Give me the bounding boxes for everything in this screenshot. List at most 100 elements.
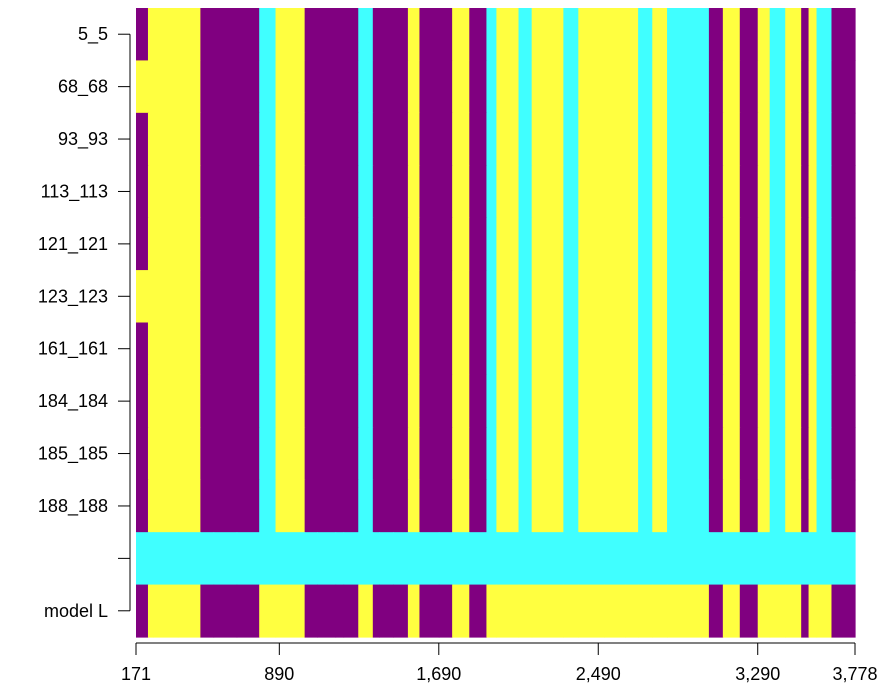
heatmap-cell: [486, 374, 497, 428]
heatmap-cell: [563, 322, 579, 376]
heatmap-cell: [708, 8, 724, 62]
heatmap-cell: [808, 60, 818, 114]
heatmap-cell: [379, 427, 394, 481]
heatmap-cell: [563, 374, 579, 428]
heatmap-cell: [393, 217, 409, 271]
heatmap-cell: [372, 8, 380, 62]
heatmap-cell: [200, 112, 215, 166]
heatmap-cell: [722, 532, 741, 586]
heatmap-cell: [407, 427, 421, 481]
heatmap-cell: [578, 427, 605, 481]
heatmap-cell: [722, 60, 741, 114]
heatmap-cell: [259, 584, 277, 638]
heatmap-cell: [563, 60, 579, 114]
heatmap-cell: [531, 374, 564, 428]
heatmap-cell: [708, 322, 724, 376]
heatmap-cell: [200, 584, 215, 638]
heatmap-cell: [785, 479, 802, 533]
heatmap-cell: [486, 8, 497, 62]
heatmap-cell: [722, 112, 741, 166]
heatmap-cell: [578, 112, 605, 166]
heatmap-cell: [177, 217, 201, 271]
heatmap-cell: [147, 217, 154, 271]
heatmap-cell: [358, 165, 374, 219]
heatmap-cell: [407, 322, 421, 376]
heatmap-cell: [496, 322, 520, 376]
heatmap-cell: [518, 60, 533, 114]
heatmap-cell: [785, 427, 802, 481]
heatmap-cell: [757, 532, 771, 586]
heatmap-cell: [563, 270, 579, 324]
heatmap-cell: [769, 427, 786, 481]
heatmap-cell: [335, 427, 345, 481]
heatmap-cell: [604, 479, 626, 533]
heatmap-cell: [531, 584, 564, 638]
heatmap-cell: [372, 217, 380, 271]
heatmap-cell: [317, 217, 337, 271]
y-tick-label: 188_188: [38, 496, 108, 517]
heatmap-cell: [563, 165, 579, 219]
heatmap-cell: [563, 217, 579, 271]
heatmap-cell: [438, 217, 453, 271]
heatmap-cell: [393, 427, 409, 481]
heatmap-cell: [739, 8, 759, 62]
heatmap-cell: [147, 374, 154, 428]
heatmap-cell: [652, 427, 668, 481]
heatmap-cell: [722, 165, 741, 219]
heatmap-cell: [200, 532, 215, 586]
heatmap-cell: [816, 270, 833, 324]
heatmap-cell: [438, 532, 453, 586]
heatmap-cell: [578, 165, 605, 219]
heatmap-cell: [236, 374, 260, 428]
y-tick-label: 184_184: [38, 391, 108, 412]
heatmap-cell: [236, 112, 260, 166]
heatmap-cell: [604, 165, 626, 219]
heatmap-cell: [147, 165, 154, 219]
heatmap-cell: [700, 479, 710, 533]
heatmap-cell: [722, 270, 741, 324]
heatmap-cell: [236, 165, 260, 219]
heatmap-cell: [769, 270, 786, 324]
heatmap-cell: [700, 270, 710, 324]
heatmap-cell: [739, 479, 759, 533]
heatmap-cell: [496, 270, 520, 324]
heatmap-cell: [801, 165, 810, 219]
heatmap-cell: [739, 374, 759, 428]
heatmap-cell: [213, 217, 238, 271]
heatmap-cell: [407, 479, 421, 533]
heatmap-cell: [769, 479, 786, 533]
heatmap-cell: [419, 532, 440, 586]
heatmap-cell: [801, 217, 810, 271]
x-axis: 171 890 1,690 2,490 3,290 3,778: [121, 642, 878, 684]
heatmap-cell: [275, 584, 306, 638]
y-tick-label: 185_185: [38, 444, 108, 465]
heatmap-cell: [393, 532, 409, 586]
x-tick-label: 890: [264, 664, 294, 684]
heatmap-cell: [496, 60, 520, 114]
heatmap-cell: [136, 165, 149, 219]
heatmap-cell: [147, 322, 154, 376]
heatmap-cell: [372, 374, 380, 428]
heatmap-cell: [625, 584, 639, 638]
heatmap-cell: [213, 112, 238, 166]
heatmap-cell: [816, 532, 833, 586]
heatmap-cell: [379, 584, 394, 638]
heatmap-cell: [438, 165, 453, 219]
heatmap-cell: [531, 532, 564, 586]
heatmap-cell: [236, 60, 260, 114]
heatmap-cell: [317, 60, 337, 114]
heatmap-cell: [638, 427, 653, 481]
heatmap-cell: [343, 60, 359, 114]
heatmap-cell: [757, 374, 771, 428]
heatmap-cell: [393, 270, 409, 324]
heatmap-cell: [700, 374, 710, 428]
heatmap-cell: [259, 532, 277, 586]
heatmap-cell: [358, 217, 374, 271]
heatmap-cell: [769, 584, 786, 638]
heatmap-cell: [486, 217, 497, 271]
heatmap-cell: [652, 60, 668, 114]
heatmap-cell: [304, 270, 318, 324]
heatmap-cell: [625, 217, 639, 271]
heatmap-cell: [739, 584, 759, 638]
heatmap-cell: [452, 112, 470, 166]
